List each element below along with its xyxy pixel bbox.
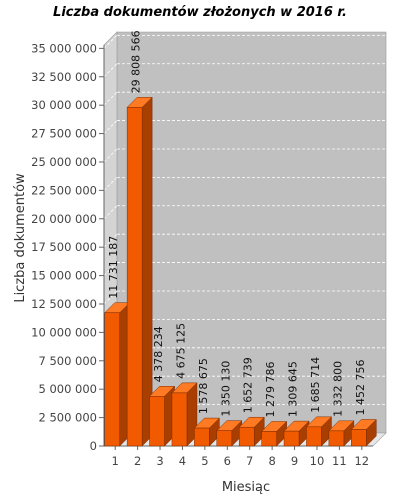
gridline [103, 35, 118, 49]
y-tick-label: 20 000 000 [31, 212, 97, 226]
x-tick-label: 9 [291, 454, 298, 468]
chart-title: Liczba dokumentów złożonych w 2016 r. [53, 5, 347, 20]
x-tick-label: 7 [246, 454, 253, 468]
y-axis-label: Liczba dokumentów [13, 173, 28, 303]
data-label: 1 309 645 [287, 361, 300, 417]
bar-side [141, 96, 153, 447]
x-tick-label: 2 [134, 454, 141, 468]
x-tick-label: 4 [179, 454, 186, 468]
gridline [103, 63, 118, 78]
gridline [103, 148, 118, 163]
data-label: 1 332 800 [331, 361, 344, 417]
y-tick-label: 12 500 000 [31, 297, 97, 311]
data-label: 1 452 756 [354, 360, 367, 416]
data-label: 4 675 125 [174, 323, 187, 379]
bar [328, 430, 345, 447]
x-tick-label: 8 [268, 454, 275, 468]
data-label: 29 808 566 [130, 30, 143, 93]
data-label: 1 685 714 [309, 357, 322, 413]
gridline [103, 233, 118, 248]
y-axis: 0 2 500 000 5 000 000 7 500 000 10 000 000 12… [31, 41, 105, 453]
x-axis-label: Miesiąc [222, 480, 270, 495]
gridline [103, 205, 118, 220]
y-tick-label: 10 000 000 [31, 325, 97, 339]
x-tick-label: 1 [112, 454, 119, 468]
bar [283, 430, 300, 447]
data-label: 1 350 130 [219, 361, 232, 417]
x-tick-label: 6 [224, 454, 231, 468]
bar [216, 430, 233, 447]
gridline [103, 177, 118, 191]
bar-series [104, 96, 377, 447]
bar [104, 312, 120, 447]
data-label: 1 652 739 [242, 357, 255, 413]
y-tick-label: 27 500 000 [31, 127, 97, 141]
x-tick-label: 11 [332, 454, 347, 468]
x-axis: 1 2 3 4 5 6 7 8 9 10 11 12 [104, 445, 373, 468]
x-tick-label: 5 [201, 454, 208, 468]
y-tick-label: 2 500 000 [38, 411, 97, 425]
bar [238, 426, 255, 447]
data-labels: 11 731 187 29 808 566 4 378 234 4 675 125 1 … [107, 30, 367, 417]
bar [351, 429, 367, 447]
data-label: 1 578 675 [197, 358, 210, 414]
gridline [103, 262, 118, 276]
bar [306, 426, 322, 447]
y-tick-label: 32 500 000 [31, 70, 97, 84]
data-label: 11 731 187 [107, 236, 120, 299]
y-tick-label: 5 000 000 [38, 382, 97, 396]
bar [194, 427, 210, 447]
y-tick-label: 0 [90, 439, 97, 453]
x-tick-label: 12 [354, 454, 369, 468]
bar [171, 392, 188, 447]
bar [126, 107, 143, 447]
y-tick-label: 30 000 000 [31, 98, 97, 112]
y-tick-label: 22 500 000 [31, 183, 97, 197]
gridline [103, 91, 118, 106]
gridline [103, 290, 118, 305]
bar [261, 431, 277, 447]
x-tick-label: 3 [156, 454, 163, 468]
y-tick-label: 35 000 000 [31, 41, 97, 55]
y-tick-label: 7 500 000 [38, 354, 97, 368]
y-tick-label: 25 000 000 [31, 155, 97, 169]
gridline [103, 120, 118, 134]
x-tick-label: 10 [310, 454, 325, 468]
data-label: 4 378 234 [152, 326, 165, 382]
y-tick-label: 17 500 000 [31, 240, 97, 254]
data-label: 1 279 786 [264, 361, 277, 417]
bar [149, 396, 165, 447]
y-tick-label: 15 000 000 [31, 269, 97, 283]
